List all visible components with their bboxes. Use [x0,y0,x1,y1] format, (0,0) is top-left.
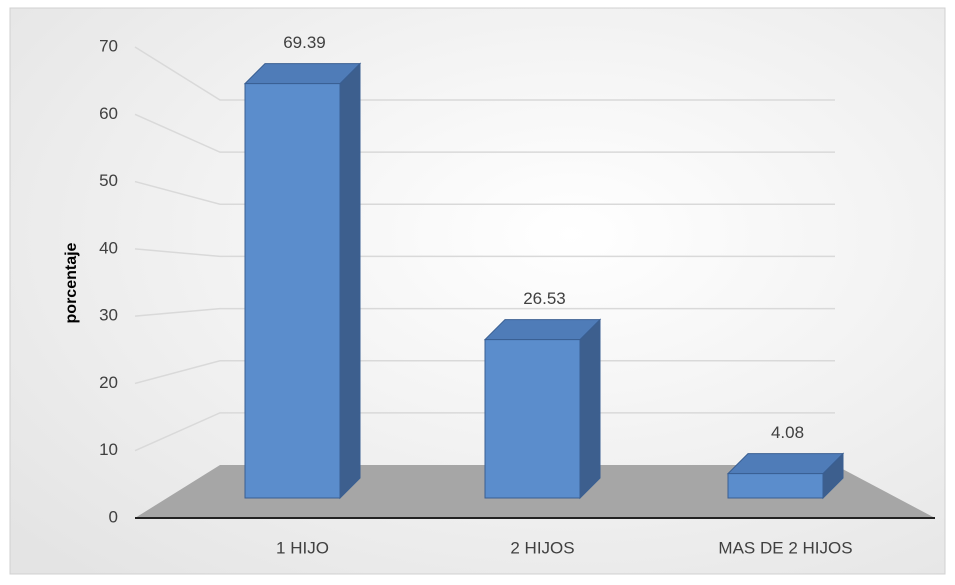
bar-top [243,63,362,85]
y-tick-label: 20 [99,373,118,392]
x-tick-label: MAS DE 2 HIJOS [718,538,852,557]
y-tick-label: 50 [99,171,118,190]
grid-line [134,180,835,206]
y-tick-label: 70 [99,36,118,55]
bar-front [244,83,341,499]
y-tick-label: 60 [99,104,118,123]
bar-front [484,339,581,499]
y-axis-label: porcentaje [63,242,80,323]
bar [243,62,362,500]
x-tick-label: 2 HIJOS [510,538,574,557]
y-tick-label: 30 [99,306,118,325]
grid-line [134,412,835,452]
bar-side [579,318,601,500]
value-label: 4.08 [771,423,804,442]
bar [726,452,845,500]
grid-line [134,359,835,385]
bar-top [726,453,845,475]
bar-side [339,62,361,500]
y-tick-label: 10 [99,440,118,459]
grid-line [134,248,835,258]
x-tick-label: 1 HIJO [276,538,329,557]
grid-line [134,46,835,101]
bar-top [483,319,602,341]
y-tick-label: 40 [99,238,118,257]
bar [483,318,602,500]
bar-front [727,473,824,499]
grid-line [134,113,835,153]
grid-line [134,307,835,317]
value-label: 69.39 [283,33,326,52]
y-tick-label: 0 [109,507,118,526]
value-label: 26.53 [523,289,566,308]
